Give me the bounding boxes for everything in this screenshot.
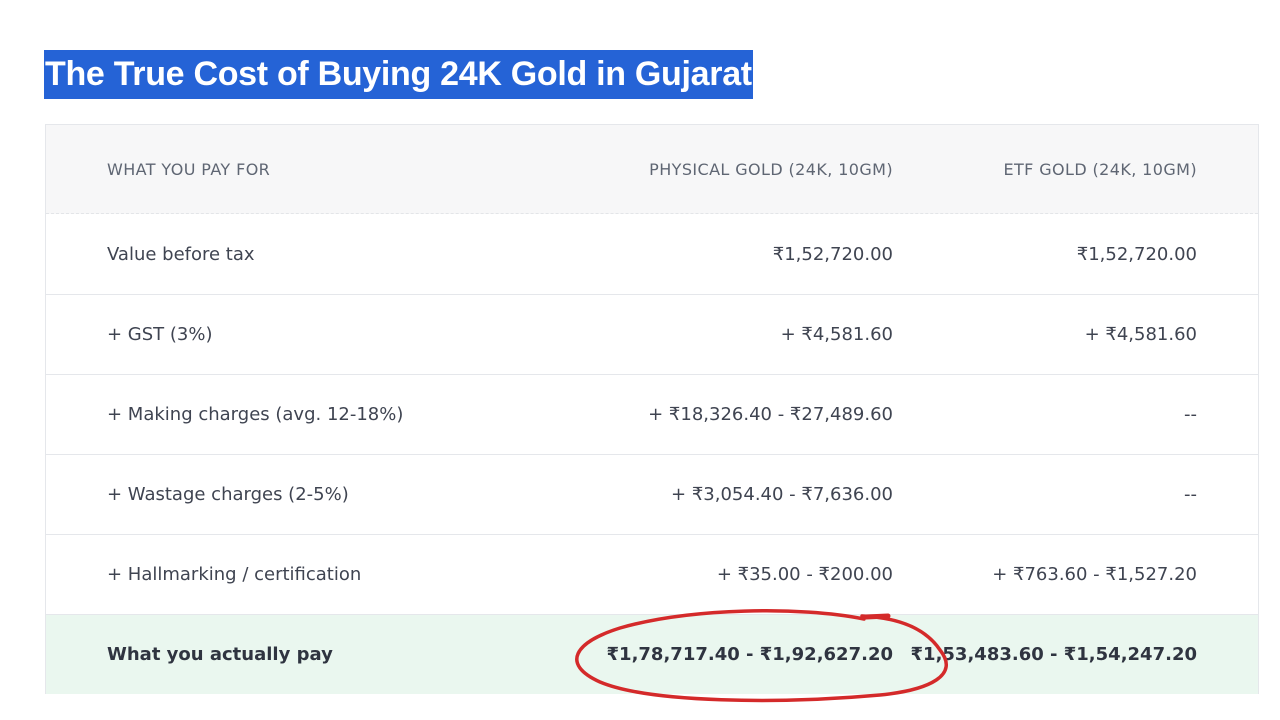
etf-gold-value: -- bbox=[1184, 484, 1197, 505]
physical-gold-value: + ₹4,581.60 bbox=[780, 324, 893, 345]
total-row: What you actually pay ₹1,78,717.40 - ₹1,… bbox=[46, 615, 1258, 694]
table-row: Value before tax ₹1,52,720.00 ₹1,52,720.… bbox=[46, 214, 1258, 295]
column-header-item: WHAT YOU PAY FOR bbox=[107, 159, 271, 179]
etf-gold-value: + ₹4,581.60 bbox=[1084, 324, 1197, 345]
table-header-row: WHAT YOU PAY FOR PHYSICAL GOLD (24K, 10G… bbox=[46, 125, 1258, 214]
etf-gold-total: ₹1,53,483.60 - ₹1,54,247.20 bbox=[910, 644, 1197, 665]
row-label: + Hallmarking / certification bbox=[107, 564, 362, 585]
table-row: + GST (3%) + ₹4,581.60 + ₹4,581.60 bbox=[46, 295, 1258, 375]
cost-comparison-table: WHAT YOU PAY FOR PHYSICAL GOLD (24K, 10G… bbox=[45, 124, 1259, 694]
table-row: + Wastage charges (2-5%) + ₹3,054.40 - ₹… bbox=[46, 455, 1258, 535]
physical-gold-total: ₹1,78,717.40 - ₹1,92,627.20 bbox=[606, 644, 893, 665]
table-row: + Making charges (avg. 12-18%) + ₹18,326… bbox=[46, 375, 1258, 455]
row-label: Value before tax bbox=[107, 243, 255, 265]
table-row: + Hallmarking / certification + ₹35.00 -… bbox=[46, 535, 1258, 615]
total-label: What you actually pay bbox=[107, 644, 333, 665]
etf-gold-value: -- bbox=[1184, 404, 1197, 425]
physical-gold-value: ₹1,52,720.00 bbox=[772, 243, 893, 265]
column-header-physical-gold: PHYSICAL GOLD (24K, 10GM) bbox=[649, 159, 893, 179]
etf-gold-value: + ₹763.60 - ₹1,527.20 bbox=[992, 564, 1197, 585]
row-label: + Wastage charges (2-5%) bbox=[107, 484, 349, 505]
row-label: + Making charges (avg. 12-18%) bbox=[107, 404, 404, 425]
physical-gold-value: + ₹3,054.40 - ₹7,636.00 bbox=[671, 484, 893, 505]
title-highlight: The True Cost of Buying 24K Gold in Guja… bbox=[44, 50, 753, 99]
column-header-etf-gold: ETF GOLD (24K, 10GM) bbox=[1003, 159, 1197, 179]
etf-gold-value: ₹1,52,720.00 bbox=[1076, 243, 1197, 265]
row-label: + GST (3%) bbox=[107, 324, 213, 345]
page-title: The True Cost of Buying 24K Gold in Guja… bbox=[45, 55, 752, 93]
physical-gold-value: + ₹18,326.40 - ₹27,489.60 bbox=[648, 404, 893, 425]
physical-gold-value: + ₹35.00 - ₹200.00 bbox=[716, 564, 893, 585]
